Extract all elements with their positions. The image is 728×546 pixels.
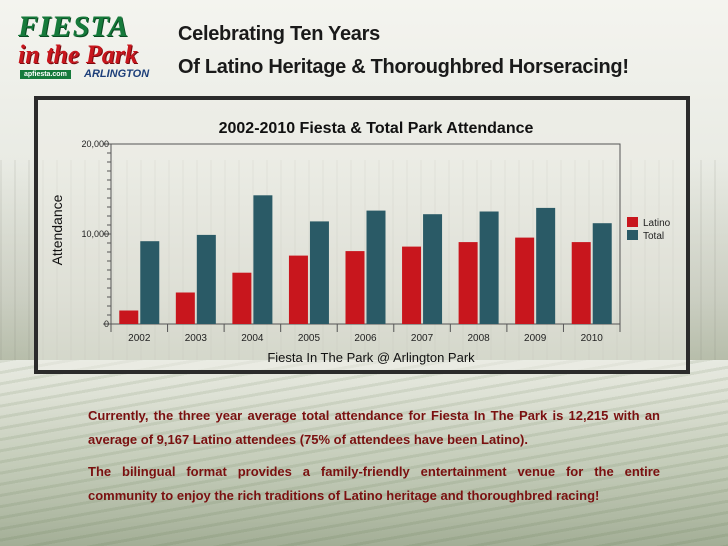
bar-latino-2006 — [345, 251, 365, 324]
bar-total-2005 — [309, 221, 329, 324]
x-tick-label: 2009 — [524, 333, 547, 344]
bar-latino-2008 — [458, 242, 478, 324]
y-tick-label: 0 — [104, 319, 109, 329]
bar-total-2003 — [196, 234, 216, 324]
bar-latino-2003 — [175, 292, 195, 324]
chart-title: 2002-2010 Fiesta & Total Park Attendance — [219, 120, 534, 137]
x-tick-label: 2004 — [241, 333, 264, 344]
page-title: Celebrating Ten Years Of Latino Heritage… — [178, 18, 629, 84]
bar-latino-2009 — [515, 237, 535, 324]
attendance-chart: 2002-2010 Fiesta & Total Park Attendance… — [49, 120, 671, 365]
x-tick-label: 2010 — [581, 333, 604, 344]
y-tick-label: 10,000 — [81, 229, 109, 239]
summary-paragraph-2: The bilingual format provides a family-f… — [88, 464, 660, 503]
bar-latino-2004 — [232, 272, 252, 324]
x-axis-label: Fiesta In The Park @ Arlington Park — [267, 350, 475, 365]
bar-latino-2007 — [402, 246, 422, 324]
bar-total-2007 — [423, 214, 443, 324]
x-tick-label: 2003 — [185, 333, 208, 344]
chart-axes: 0 10,000 20,000 2002 2003 2004 2005 2006 2007 200… — [81, 139, 621, 344]
bar-total-2004 — [253, 195, 273, 324]
legend-label-latino: Latino — [643, 218, 671, 229]
summary-text: Currently, the three year average total … — [88, 404, 660, 516]
bar-total-2008 — [479, 211, 499, 324]
logo-line2: in the Park — [18, 40, 138, 69]
legend-swatch-total — [627, 230, 638, 240]
bar-latino-2010 — [571, 242, 591, 324]
legend-swatch-latino — [627, 217, 638, 227]
logo-sponsor: ARLINGTON — [84, 68, 150, 80]
y-axis-label: Attendance — [49, 194, 65, 265]
legend-label-total: Total — [643, 231, 664, 242]
bar-latino-2005 — [288, 255, 308, 324]
x-tick-label: 2002 — [128, 333, 151, 344]
bar-total-2006 — [366, 210, 386, 324]
chart-legend: Latino Total — [627, 217, 671, 242]
logo-website: apfiesta.com — [20, 70, 71, 79]
x-tick-label: 2006 — [354, 333, 377, 344]
chart-panel: 2002-2010 Fiesta & Total Park Attendance… — [34, 96, 690, 374]
title-line2: Of Latino Heritage & Thoroughbred Horser… — [178, 56, 629, 78]
summary-paragraph-1: Currently, the three year average total … — [88, 408, 660, 447]
bar-total-2002 — [140, 241, 160, 324]
background-racetrack — [0, 360, 728, 546]
x-tick-label: 2005 — [298, 333, 321, 344]
fiesta-logo: FIESTA in the Park apfiesta.com ARLINGTO… — [14, 10, 164, 82]
bar-latino-2002 — [119, 310, 139, 324]
bar-total-2010 — [592, 223, 612, 324]
x-tick-label: 2008 — [467, 333, 490, 344]
logo-line1: FIESTA — [18, 10, 130, 43]
chart-bars — [119, 195, 612, 324]
x-tick-label: 2007 — [411, 333, 434, 344]
bar-total-2009 — [536, 207, 556, 324]
y-tick-label: 20,000 — [81, 139, 109, 149]
title-line1: Celebrating Ten Years — [178, 23, 380, 45]
